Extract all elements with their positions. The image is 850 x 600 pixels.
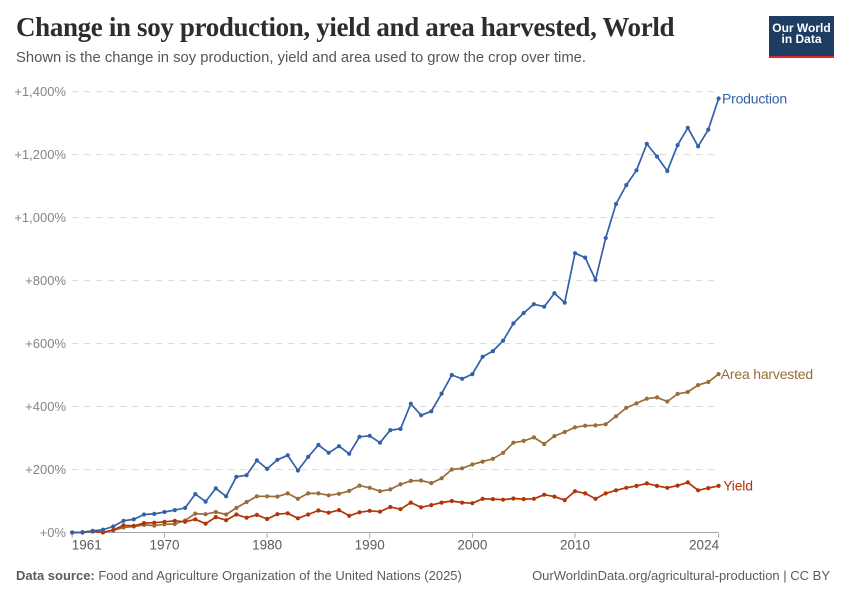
svg-text:+1,400%: +1,400% (14, 84, 66, 99)
svg-text:+200%: +200% (25, 462, 66, 477)
svg-text:+800%: +800% (25, 273, 66, 288)
svg-text:Area harvested: Area harvested (721, 366, 813, 382)
svg-text:2010: 2010 (560, 538, 590, 553)
svg-text:+1,200%: +1,200% (14, 147, 66, 162)
svg-text:Yield: Yield (723, 478, 753, 494)
svg-text:+600%: +600% (25, 336, 66, 351)
svg-text:1970: 1970 (149, 538, 179, 553)
svg-text:+400%: +400% (25, 399, 66, 414)
svg-text:1961: 1961 (72, 538, 102, 553)
svg-text:2024: 2024 (689, 538, 720, 553)
svg-text:+1,000%: +1,000% (14, 210, 66, 225)
svg-text:1980: 1980 (252, 538, 282, 553)
svg-text:1990: 1990 (355, 538, 385, 553)
svg-text:+0%: +0% (40, 525, 67, 540)
svg-text:2000: 2000 (457, 538, 487, 553)
svg-text:Production: Production (722, 90, 787, 106)
